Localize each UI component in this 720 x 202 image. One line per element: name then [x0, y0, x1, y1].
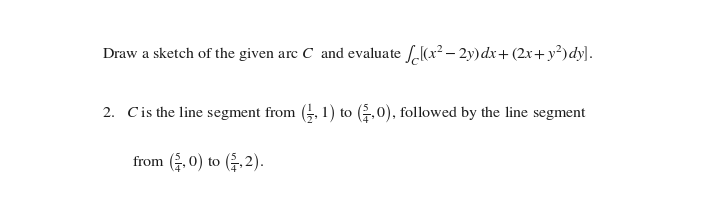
Text: 2.   $C$ is the line segment from $\left(\frac{1}{2},1\right)$ to $\left(\frac{5: 2. $C$ is the line segment from $\left(\…	[102, 102, 588, 126]
Text: from $\left(\frac{5}{4},0\right)$ to $\left(\frac{5}{4},2\right)$.: from $\left(\frac{5}{4},0\right)$ to $\l…	[132, 152, 264, 176]
Text: Draw a sketch of the given arc $C$  and evaluate $\int_C \left[(x^2-2y)\,dx+(2x+: Draw a sketch of the given arc $C$ and e…	[102, 43, 594, 68]
